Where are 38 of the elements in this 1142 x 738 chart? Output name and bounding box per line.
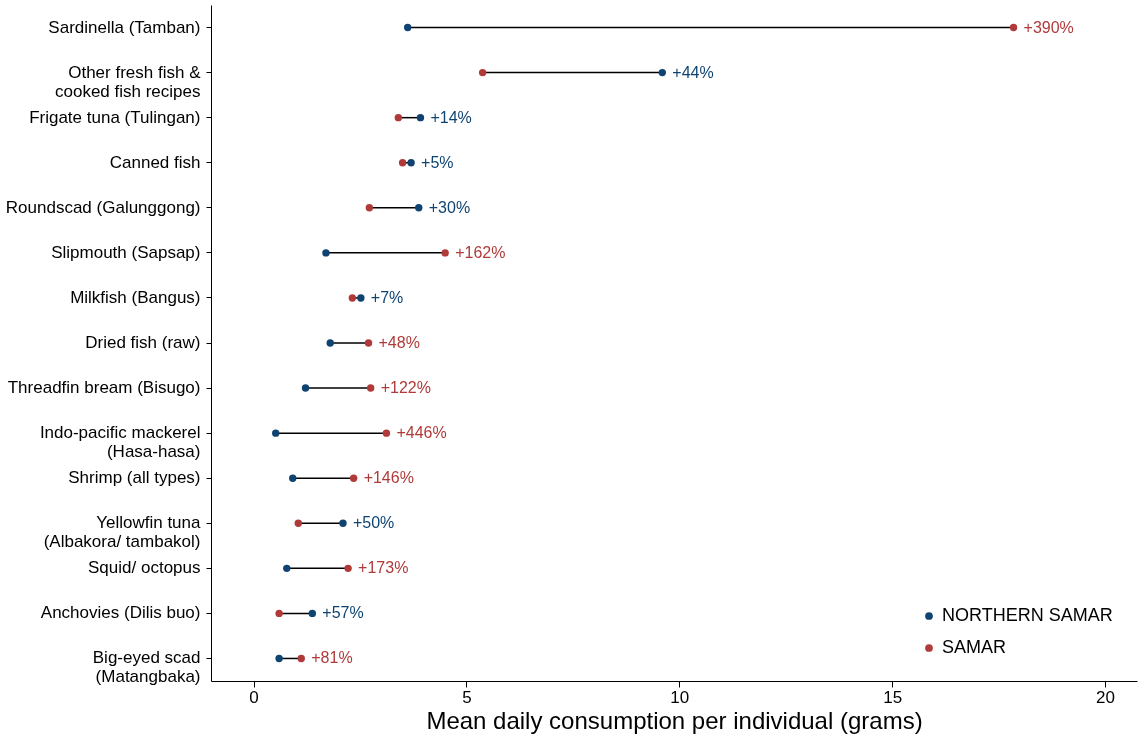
y-tick-label: Yellowfin tuna (Albakora/ tambakol) [43, 513, 202, 552]
annotation: +146% [363, 469, 414, 487]
x-axis-title: Mean daily consumption per individual (grams) [426, 706, 923, 734]
y-tick-label: Anchovies (Dilis buo) [40, 603, 201, 623]
annotation: +14% [430, 108, 472, 126]
annotation: +162% [455, 243, 506, 261]
y-tick-label: Other fresh fish & cooked fish recipes [54, 62, 202, 101]
y-tick-label: Shrimp (all types) [68, 468, 201, 488]
y-tick-label: Squid/ octopus [88, 558, 201, 578]
legend-label: SAMAR [942, 637, 1007, 657]
annotation: +446% [396, 424, 447, 442]
y-tick-label: Indo-pacific mackerel (Hasa-hasa) [39, 423, 201, 462]
y-tick-label: Roundscad (Galunggong) [5, 197, 201, 217]
annotation: +48% [378, 334, 420, 351]
annotation: +44% [672, 63, 714, 81]
annotation: +57% [322, 604, 364, 622]
y-tick-label: Dried fish (raw) [85, 333, 201, 352]
x-tick-label: 10 [670, 687, 690, 707]
y-tick-label: Threadfin bream (Bisugo) [7, 378, 201, 398]
annotation: +50% [352, 514, 395, 532]
legend-label: NORTHERN SAMAR [942, 605, 1113, 625]
y-tick-label: Milkfish (Bangus) [70, 287, 201, 307]
y-tick-label: Big-eyed scad (Matangbaka) [92, 648, 201, 687]
annotation: +7% [370, 288, 404, 306]
y-tick-label: Sardinella (Tamban) [48, 17, 201, 37]
y-tick-label: Slipmouth (Sapsap) [51, 242, 201, 262]
annotation: +173% [358, 559, 409, 577]
y-tick-label: Canned fish [109, 152, 201, 172]
annotation: +81% [311, 649, 353, 667]
x-tick-label: 5 [462, 687, 472, 707]
x-tick-label: 0 [249, 687, 259, 707]
x-tick-label: 20 [1096, 687, 1116, 707]
y-tick-label: Frigate tuna (Tulingan) [29, 107, 201, 127]
annotation: +30% [428, 198, 471, 216]
annotation: +390% [1023, 18, 1074, 36]
x-tick-label: 15 [883, 687, 903, 707]
annotation: +122% [380, 379, 431, 397]
annotation: +5% [421, 153, 454, 171]
